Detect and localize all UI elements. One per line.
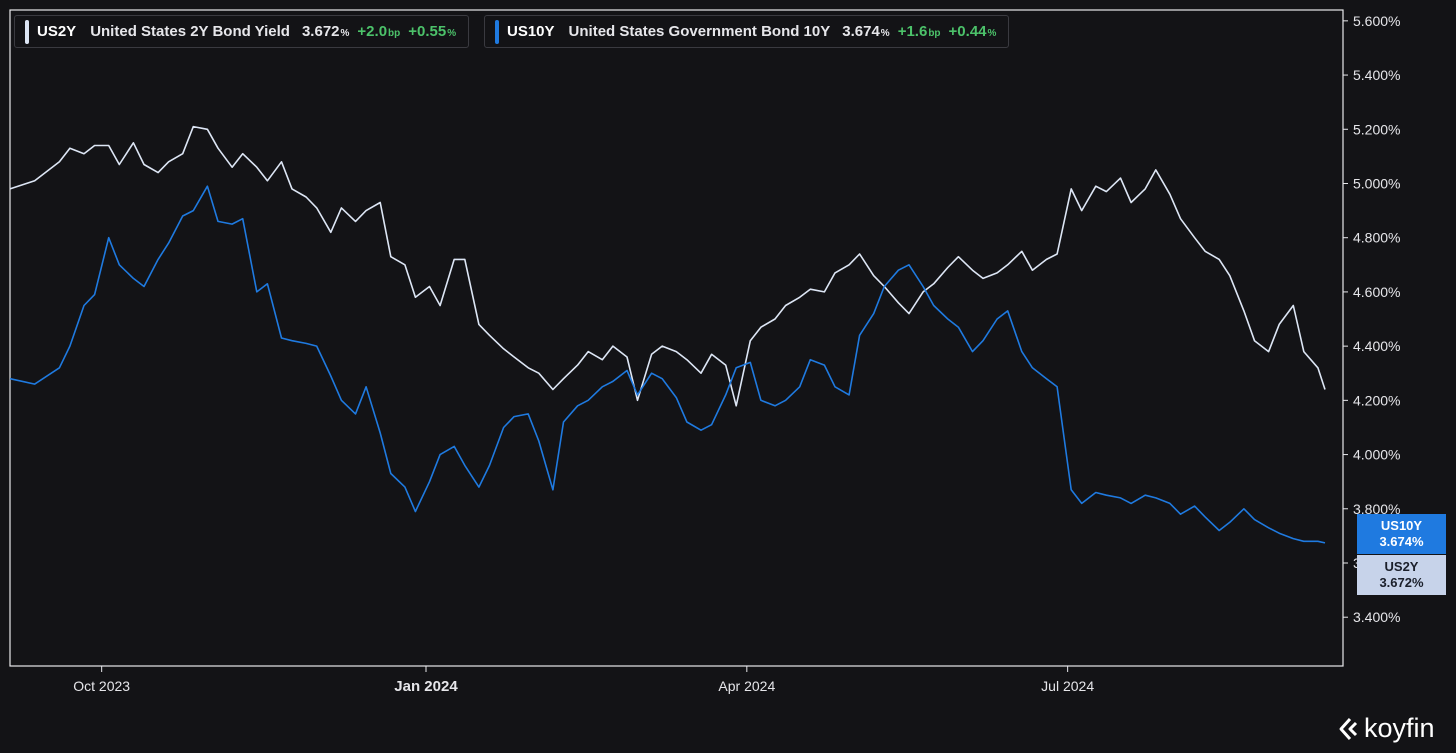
tag-value: 3.672%: [1379, 575, 1424, 590]
y-tick-label: 4.600%: [1353, 284, 1400, 300]
y-tick-label: 3.400%: [1353, 609, 1400, 625]
x-tick-label: Apr 2024: [718, 678, 775, 694]
x-tick-label: Jul 2024: [1041, 678, 1094, 694]
legend-swatch-us2y: [25, 19, 29, 44]
legend-change: +2.0bp: [357, 23, 401, 40]
legend-us10y[interactable]: US10Y United States Government Bond 10Y …: [484, 15, 1010, 48]
tag-symbol: US2Y: [1384, 559, 1419, 574]
koyfin-logo: koyfin: [1338, 713, 1435, 744]
y-tick-label: 4.200%: [1353, 392, 1400, 408]
legend-pct-change: +0.44%: [948, 23, 997, 40]
y-tick-label: 4.000%: [1353, 447, 1400, 463]
y-tick-label: 3.800%: [1353, 501, 1400, 517]
tag-symbol: US10Y: [1380, 518, 1423, 533]
x-tick-label: Oct 2023: [73, 678, 130, 694]
legend-swatch-us10y: [495, 19, 499, 44]
legend-pct-change: +0.55%: [408, 23, 457, 40]
legend-value: 3.672%: [301, 23, 350, 40]
y-tick-label: 4.400%: [1353, 338, 1400, 354]
legend-symbol: US2Y: [37, 23, 77, 40]
y-tick-label: 5.600%: [1353, 13, 1400, 29]
y-tick-label: 4.800%: [1353, 230, 1400, 246]
y-tick-label: 5.400%: [1353, 67, 1400, 83]
series-line-us2y: [9, 125, 1326, 407]
legend-us2y[interactable]: US2Y United States 2Y Bond Yield 3.672% …: [14, 15, 470, 48]
x-axis: Oct 2023 Jan 2024 Apr 2024 Jul 2024: [73, 666, 1094, 695]
legend-name: United States 2Y Bond Yield: [90, 23, 290, 40]
koyfin-logo-icon: [1339, 717, 1358, 740]
series-line-us10y: [9, 185, 1326, 544]
legend-name: United States Government Bond 10Y: [568, 23, 831, 40]
price-tag-us2y: US2Y 3.672%: [1357, 555, 1446, 595]
y-tick-label: 5.200%: [1353, 121, 1400, 137]
plot-frame: [9, 9, 1344, 667]
series-layer: [9, 125, 1326, 544]
legend-value: 3.674%: [842, 23, 890, 40]
x-tick-label: Jan 2024: [394, 678, 458, 695]
y-tick-label: 5.000%: [1353, 175, 1400, 191]
legend-change: +1.6bp: [897, 23, 941, 40]
brand-name: koyfin: [1364, 713, 1435, 743]
tag-value: 3.674%: [1379, 534, 1424, 549]
price-tag-us10y: US10Y 3.674%: [1357, 514, 1446, 554]
legend-symbol: US10Y: [507, 23, 555, 40]
y-axis: 3.400%3.600%3.800%4.000%4.200%4.400%4.60…: [1343, 13, 1400, 625]
